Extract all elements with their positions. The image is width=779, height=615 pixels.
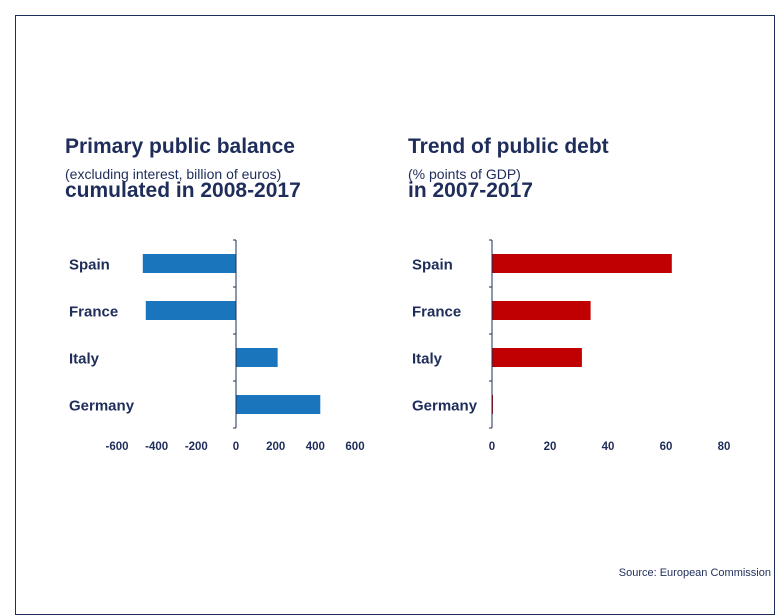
left-bar-germany (236, 395, 321, 414)
left-chart-title: Primary public balance cumulated in 2008… (65, 114, 301, 202)
right-x-tick-label: 0 (489, 441, 495, 453)
left-x-tick-label: 600 (345, 441, 364, 453)
source-note: Source: European Commission (618, 567, 771, 579)
right-x-tick-label: 20 (544, 441, 557, 453)
right-chart-subtitle: (% points of GDP) (408, 166, 521, 182)
left-chart-subtitle: (excluding interest, billion of euros) (65, 166, 282, 182)
left-x-tick-label: 400 (306, 441, 325, 453)
right-category-label: Germany (412, 398, 478, 415)
left-x-tick-label: 200 (266, 441, 285, 453)
right-title-line-1: Trend of public debt (408, 135, 609, 158)
left-x-tick-label: -400 (145, 441, 168, 453)
left-bar-italy (236, 348, 278, 367)
left-category-label: France (69, 304, 118, 321)
left-category-label: Italy (69, 351, 100, 368)
right-title-line-2: in 2007-2017 (408, 179, 533, 202)
right-bar-spain (492, 254, 672, 273)
right-chart-title: Trend of public debt in 2007-2017 (408, 114, 609, 202)
left-bar-france (145, 301, 236, 320)
right-x-tick-label: 40 (602, 441, 615, 453)
left-x-tick-label: 0 (233, 441, 239, 453)
left-category-label: Spain (69, 257, 110, 274)
right-category-label: France (412, 304, 461, 321)
right-bar-france (492, 301, 591, 320)
right-category-label: Italy (412, 351, 443, 368)
left-category-label: Germany (69, 398, 135, 415)
right-x-tick-label: 60 (660, 441, 673, 453)
left-title-line-1: Primary public balance (65, 135, 295, 158)
right-x-tick-label: 80 (718, 441, 731, 453)
right-bar-italy (492, 348, 582, 367)
left-x-tick-label: -200 (185, 441, 208, 453)
right-category-label: Spain (412, 257, 453, 274)
left-x-tick-label: -600 (105, 441, 128, 453)
left-bar-spain (142, 254, 236, 273)
left-title-line-2: cumulated in 2008-2017 (65, 179, 301, 202)
